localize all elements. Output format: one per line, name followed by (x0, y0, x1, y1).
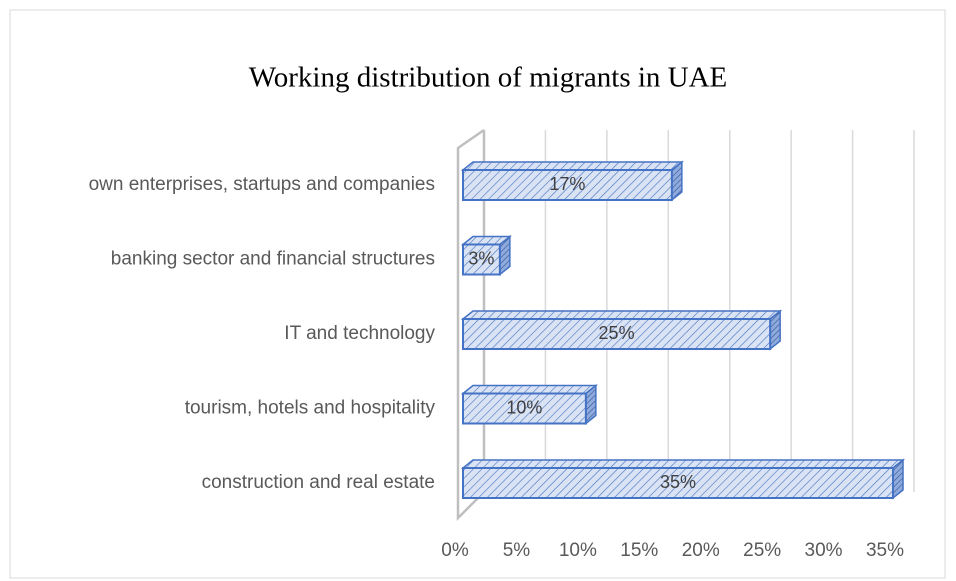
bar-top (460, 459, 906, 469)
y-tick-label: own enterprises, startups and companies (89, 174, 435, 195)
value-label: 17% (549, 174, 585, 194)
x-tick-label: 0% (441, 540, 469, 561)
bar-top (460, 384, 598, 395)
y-tick-label: tourism, hotels and hospitality (185, 398, 436, 419)
x-tick-label: 20% (682, 540, 720, 561)
x-tick-label: 35% (866, 540, 904, 561)
bar (462, 243, 501, 276)
bar (462, 467, 894, 499)
value-label: 10% (506, 397, 542, 417)
value-label: 35% (660, 472, 696, 492)
x-tick-label: 15% (620, 540, 658, 561)
chart-title: Working distribution of migrants in UAE (249, 62, 728, 94)
value-label: 25% (599, 323, 635, 343)
x-tick-label: 30% (805, 540, 843, 561)
y-tick-label: banking sector and financial structures (111, 249, 435, 270)
side-wall (456, 128, 486, 522)
bars: 17% 3% 25% 10% 35% (460, 160, 906, 500)
bar-top (460, 161, 684, 171)
x-tick-label: 5% (503, 540, 531, 561)
value-label: 3% (468, 248, 494, 268)
x-tick-label: 25% (743, 540, 781, 561)
x-tick-label: 10% (559, 540, 597, 561)
bar-top (460, 310, 783, 320)
y-tick-label: IT and technology (284, 323, 435, 344)
bar (462, 392, 587, 425)
bar (462, 169, 673, 201)
bar (462, 318, 772, 350)
y-tick-label: construction and real estate (202, 472, 435, 493)
